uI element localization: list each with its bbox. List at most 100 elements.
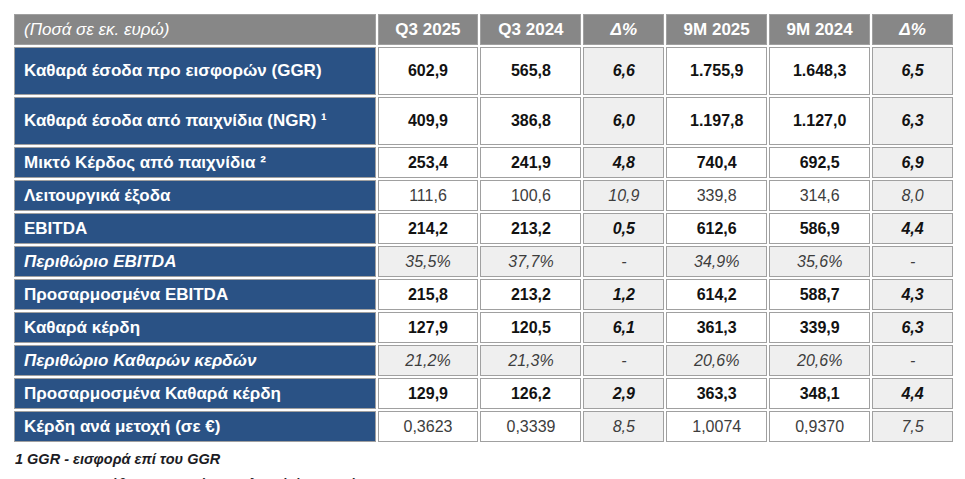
table-row-ebitda-margin: Περιθώριο EBITDA 35,5% 37,7% - 34,9% 35,… — [14, 246, 953, 277]
value-cell: 363,3 — [666, 378, 767, 409]
value-cell: 100,6 — [480, 180, 581, 211]
row-label: Περιθώριο Καθαρών κερδών — [14, 345, 376, 376]
table-row-eps: Κέρδη ανά μετοχή (σε €) 0,3623 0,3339 8,… — [14, 411, 953, 442]
delta-cell: 8,5 — [583, 411, 664, 442]
value-cell: 565,8 — [480, 47, 581, 95]
row-label: Λειτουργικά έξοδα — [14, 180, 376, 211]
value-cell: 614,2 — [666, 279, 767, 310]
value-cell: 35,6% — [769, 246, 870, 277]
table-row-ggr: Καθαρά έσοδα προ εισφορών (GGR) 602,9 56… — [14, 47, 953, 95]
value-cell: 0,3339 — [480, 411, 581, 442]
value-cell: 339,9 — [769, 312, 870, 343]
value-cell: 35,5% — [378, 246, 479, 277]
row-label: Μικτό Κέρδος από παιχνίδια ² — [14, 147, 376, 178]
delta-cell: - — [583, 246, 664, 277]
row-label: Καθαρά έσοδα προ εισφορών (GGR) — [14, 47, 376, 95]
delta-cell: 4,4 — [872, 213, 953, 244]
value-cell: 588,7 — [769, 279, 870, 310]
value-cell: 213,2 — [480, 279, 581, 310]
value-cell: 409,9 — [378, 97, 479, 145]
delta-cell: - — [872, 345, 953, 376]
delta-cell: 8,0 — [872, 180, 953, 211]
delta-cell: 6,3 — [872, 97, 953, 145]
value-cell: 386,8 — [480, 97, 581, 145]
value-cell: 214,2 — [378, 213, 479, 244]
value-cell: 602,9 — [378, 47, 479, 95]
delta-cell: - — [872, 246, 953, 277]
value-cell: 612,6 — [666, 213, 767, 244]
value-cell: 253,4 — [378, 147, 479, 178]
delta-cell: 6,1 — [583, 312, 664, 343]
delta-cell: 6,6 — [583, 47, 664, 95]
header-row: (Ποσά σε εκ. ευρώ) Q3 2025 Q3 2024 Δ% 9M… — [14, 14, 953, 45]
delta-cell: 4,8 — [583, 147, 664, 178]
table-row-adjusted-net-profit: Προσαρμοσμένα Καθαρά κέρδη 129,9 126,2 2… — [14, 378, 953, 409]
row-label: Καθαρά κέρδη — [14, 312, 376, 343]
units-header: (Ποσά σε εκ. ευρώ) — [14, 14, 376, 45]
value-cell: 127,9 — [378, 312, 479, 343]
delta-cell: 7,5 — [872, 411, 953, 442]
table-row-adjusted-ebitda: Προσαρμοσμένα EBITDA 215,8 213,2 1,2 614… — [14, 279, 953, 310]
delta-cell: 4,4 — [872, 378, 953, 409]
column-header-9m-2024: 9M 2024 — [769, 14, 870, 45]
value-cell: 111,6 — [378, 180, 479, 211]
value-cell: 37,7% — [480, 246, 581, 277]
table-row-gross-profit: Μικτό Κέρδος από παιχνίδια ² 253,4 241,9… — [14, 147, 953, 178]
delta-cell: - — [583, 345, 664, 376]
footnote-1: 1 GGR - εισφορά επί του GGR — [15, 451, 965, 467]
value-cell: 314,6 — [769, 180, 870, 211]
value-cell: 120,5 — [480, 312, 581, 343]
table-row-ebitda: EBITDA 214,2 213,2 0,5 612,6 586,9 4,4 — [14, 213, 953, 244]
value-cell: 129,9 — [378, 378, 479, 409]
table-row-net-profit: Καθαρά κέρδη 127,9 120,5 6,1 361,3 339,9… — [14, 312, 953, 343]
column-header-delta-9m: Δ% — [872, 14, 953, 45]
value-cell: 1,0074 — [666, 411, 767, 442]
row-label: Κέρδη ανά μετοχή (σε €) — [14, 411, 376, 442]
row-label: Καθαρά έσοδα από παιχνίδια (NGR) ¹ — [14, 97, 376, 145]
row-label: Περιθώριο EBITDA — [14, 246, 376, 277]
row-label: Προσαρμοσμένα EBITDA — [14, 279, 376, 310]
row-label: Προσαρμοσμένα Καθαρά κέρδη — [14, 378, 376, 409]
value-cell: 213,2 — [480, 213, 581, 244]
value-cell: 1.197,8 — [666, 97, 767, 145]
column-header-q3-2024: Q3 2024 — [480, 14, 581, 45]
column-header-q3-2025: Q3 2025 — [378, 14, 479, 45]
value-cell: 348,1 — [769, 378, 870, 409]
value-cell: 692,5 — [769, 147, 870, 178]
value-cell: 339,8 — [666, 180, 767, 211]
value-cell: 20,6% — [769, 345, 870, 376]
value-cell: 740,4 — [666, 147, 767, 178]
table-row-opex: Λειτουργικά έξοδα 111,6 100,6 10,9 339,8… — [14, 180, 953, 211]
column-header-delta-q: Δ% — [583, 14, 664, 45]
value-cell: 1.127,0 — [769, 97, 870, 145]
table-row-ngr: Καθαρά έσοδα από παιχνίδια (NGR) ¹ 409,9… — [14, 97, 953, 145]
delta-cell: 0,5 — [583, 213, 664, 244]
delta-cell: 4,3 — [872, 279, 953, 310]
column-header-9m-2025: 9M 2025 — [666, 14, 767, 45]
delta-cell: 1,2 — [583, 279, 664, 310]
delta-cell: 2,9 — [583, 378, 664, 409]
delta-cell: 6,9 — [872, 147, 953, 178]
delta-cell: 6,3 — [872, 312, 953, 343]
footnotes: 1 GGR - εισφορά επί του GGR 2 NGR - προμ… — [12, 451, 965, 479]
delta-cell: 10,9 — [583, 180, 664, 211]
delta-cell: 6,0 — [583, 97, 664, 145]
value-cell: 361,3 — [666, 312, 767, 343]
value-cell: 1.755,9 — [666, 47, 767, 95]
table-row-net-profit-margin: Περιθώριο Καθαρών κερδών 21,2% 21,3% - 2… — [14, 345, 953, 376]
value-cell: 1.648,3 — [769, 47, 870, 95]
value-cell: 586,9 — [769, 213, 870, 244]
row-label: EBITDA — [14, 213, 376, 244]
value-cell: 241,9 — [480, 147, 581, 178]
value-cell: 126,2 — [480, 378, 581, 409]
financial-results-table: (Ποσά σε εκ. ευρώ) Q3 2025 Q3 2024 Δ% 9M… — [12, 12, 955, 444]
value-cell: 0,9370 — [769, 411, 870, 442]
value-cell: 0,3623 — [378, 411, 479, 442]
value-cell: 215,8 — [378, 279, 479, 310]
value-cell: 21,2% — [378, 345, 479, 376]
value-cell: 34,9% — [666, 246, 767, 277]
report-page: (Ποσά σε εκ. ευρώ) Q3 2025 Q3 2024 Δ% 9M… — [0, 0, 965, 479]
delta-cell: 6,5 — [872, 47, 953, 95]
value-cell: 21,3% — [480, 345, 581, 376]
value-cell: 20,6% — [666, 345, 767, 376]
